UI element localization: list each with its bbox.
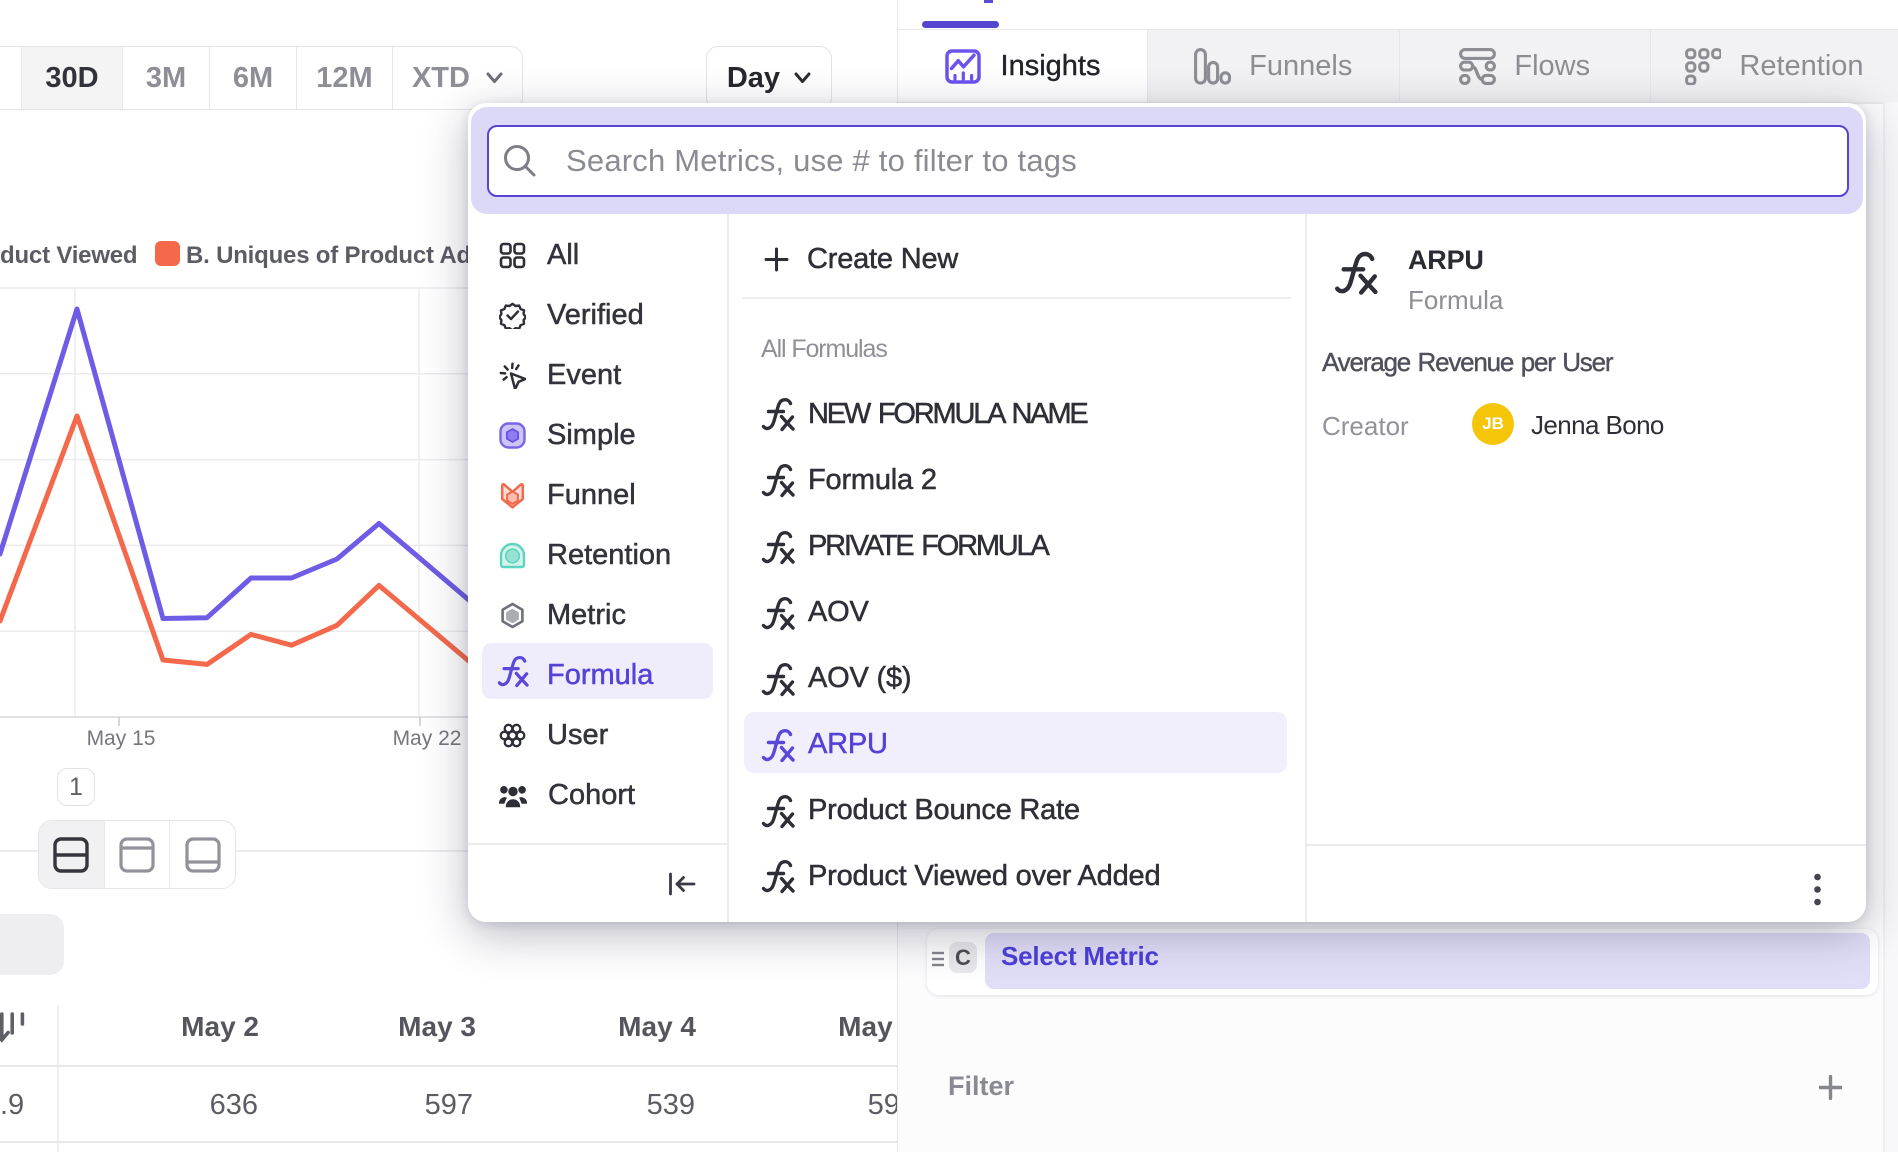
svg-text:May 22: May 22 <box>393 727 462 750</box>
svg-text:May 15: May 15 <box>87 727 156 750</box>
